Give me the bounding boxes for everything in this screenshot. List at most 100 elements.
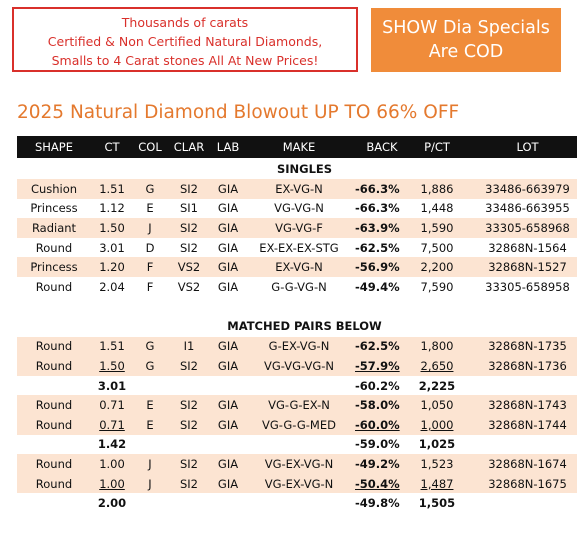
cell-pct-value: 1,487	[420, 476, 454, 491]
cell-pct-value: 1,000	[420, 417, 454, 432]
cell-back: -63.9%	[353, 218, 411, 238]
cell-empty	[167, 493, 211, 513]
total-ct: 3.01	[97, 378, 127, 393]
cell-clar: SI2	[167, 218, 211, 238]
cell-clar: SI1	[179, 201, 198, 216]
cell-shape: Cushion	[17, 179, 91, 199]
table-row: Round 3.01 D SI2 GIA EX-EX-EX-STG -62.5%…	[17, 238, 577, 258]
cell-ct: 1.20	[91, 257, 133, 277]
cell-back-value: -57.9%	[355, 358, 400, 373]
spacer-cell	[17, 297, 577, 316]
cell-pct: 1,590	[411, 218, 463, 238]
total-back: -49.8%	[355, 496, 400, 511]
singles-section-row: SINGLES	[17, 158, 577, 179]
cell-shape: Round	[35, 279, 73, 294]
cell-lot: 32868N-1675	[463, 473, 577, 494]
cell-lot: 33305-658968	[463, 218, 577, 238]
cell-col: E	[133, 395, 167, 415]
cell-clar: I1	[167, 336, 211, 357]
diamond-table-wrap: SHAPE CT COL CLAR LAB MAKE BACK P/CT LOT…	[17, 136, 577, 513]
cell-lot: 32868N-1674	[463, 454, 577, 474]
cell-ct: 0.71	[91, 395, 133, 415]
cell-col: J	[133, 218, 167, 238]
cell-back: -62.5%	[353, 336, 411, 357]
cell-back: -49.4%	[355, 279, 400, 294]
cell-lab: GIA	[211, 336, 245, 357]
cell-empty	[133, 493, 167, 513]
cell-lot: 33486-663955	[485, 201, 570, 216]
header-lab: LAB	[211, 136, 245, 158]
cell-lot: 32868N-1743	[463, 395, 577, 415]
banner-line: Smalls to 4 Carat stones All At New Pric…	[51, 53, 319, 68]
cell-empty	[245, 435, 353, 455]
cell-pct: 1,800	[411, 336, 463, 357]
cell-make: VG-G-G-MED	[245, 414, 353, 435]
total-back: -59.0%	[355, 437, 400, 452]
cell-empty	[211, 376, 245, 396]
cell-lot: 33486-663979	[463, 179, 577, 199]
header-col: COL	[133, 136, 167, 158]
cell-make: VG-G-EX-N	[245, 395, 353, 415]
cell-lab: GIA	[211, 454, 245, 474]
cell-back: -50.4%	[353, 473, 411, 494]
pairs-label: MATCHED PAIRS BELOW	[227, 319, 382, 334]
cell-lot: 32868N-1527	[463, 257, 577, 277]
cell-lab: GIA	[211, 356, 245, 376]
cell-pct-value: 2,650	[420, 358, 454, 373]
table-row: Princess 1.20 F VS2 GIA EX-VG-N -56.9% 2…	[17, 257, 577, 277]
table-row: Round 1.00 J SI2 GIA VG-EX-VG-N -50.4% 1…	[17, 473, 577, 494]
cell-clar: SI2	[167, 395, 211, 415]
cell-pct: 1,000	[411, 414, 463, 435]
cell-lab: GIA	[211, 218, 245, 238]
cell-ct: 1.00	[91, 454, 133, 474]
cell-shape: Round	[17, 356, 91, 376]
cell-pct: 1,487	[411, 473, 463, 494]
cell-back: -60.0%	[353, 414, 411, 435]
cell-lab: GIA	[217, 279, 239, 294]
cell-make: VG-EX-VG-N	[245, 454, 353, 474]
cell-clar: SI2	[167, 473, 211, 494]
singles-label: SINGLES	[276, 161, 333, 176]
cell-make: VG-VG-N	[274, 201, 324, 216]
table-row: Round 1.00 J SI2 GIA VG-EX-VG-N -49.2% 1…	[17, 454, 577, 474]
cell-lab: GIA	[211, 473, 245, 494]
cell-make: VG-VG-F	[245, 218, 353, 238]
banner-line: Thousands of carats	[121, 15, 249, 30]
cell-back: -66.3%	[355, 201, 400, 216]
cell-empty	[133, 376, 167, 396]
cell-empty	[245, 376, 353, 396]
cell-make: VG-EX-VG-N	[245, 473, 353, 494]
cell-col: F	[146, 279, 154, 294]
total-back: -60.2%	[355, 378, 400, 393]
cell-col: G	[133, 356, 167, 376]
banner-line: Certified & Non Certified Natural Diamon…	[47, 34, 323, 49]
table-row: Cushion 1.51 G SI2 GIA EX-VG-N -66.3% 1,…	[17, 179, 577, 199]
cell-col: J	[133, 473, 167, 494]
cell-shape: Radiant	[17, 218, 91, 238]
cell-clar: SI2	[167, 454, 211, 474]
cell-ct: 0.71	[91, 414, 133, 435]
cell-empty	[211, 493, 245, 513]
cell-empty	[211, 435, 245, 455]
cell-ct: 2.04	[99, 279, 125, 294]
cell-ct-value: 1.00	[99, 476, 125, 491]
header-lot: LOT	[463, 136, 577, 158]
cell-lab: GIA	[217, 240, 239, 255]
total-ct: 2.00	[97, 496, 127, 511]
cell-empty	[167, 435, 211, 455]
cell-col: G	[133, 336, 167, 357]
cell-lab: GIA	[217, 201, 239, 216]
cell-col: J	[133, 454, 167, 474]
cell-ct: 3.01	[99, 240, 125, 255]
cell-ct: 1.50	[91, 356, 133, 376]
cell-back: -66.3%	[353, 179, 411, 199]
table-row: Round 0.71 E SI2 GIA VG-G-G-MED -60.0% 1…	[17, 414, 577, 435]
cell-lot: 32868N-1564	[488, 240, 567, 255]
table-row: Round 0.71 E SI2 GIA VG-G-EX-N -58.0% 1,…	[17, 395, 577, 415]
cell-shape: Princess	[17, 257, 91, 277]
cell-shape: Round	[17, 414, 91, 435]
header-make: MAKE	[245, 136, 353, 158]
cell-shape: Round	[17, 454, 91, 474]
header-clar: CLAR	[167, 136, 211, 158]
cell-pct: 1,448	[420, 201, 454, 216]
